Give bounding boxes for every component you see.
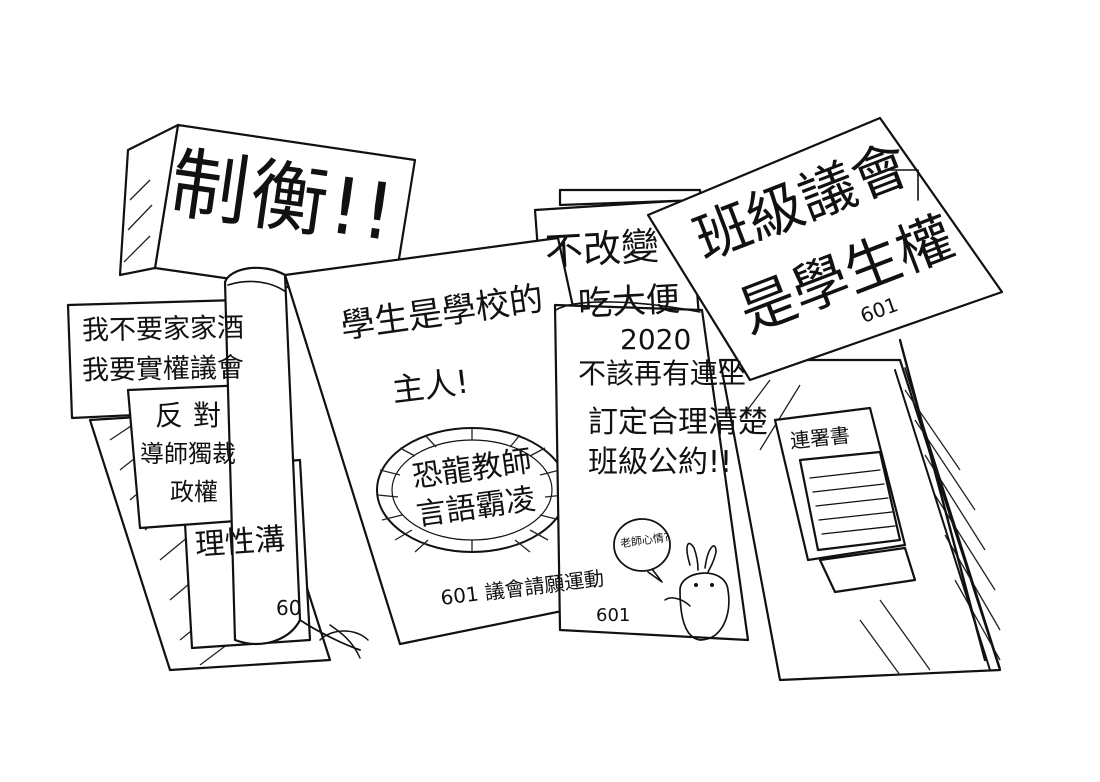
sign-top-right-board <box>646 116 1004 662</box>
center-right-poster-line3: 訂定合理清楚 <box>588 405 768 440</box>
center-right-poster-line1: 2020 <box>620 323 692 356</box>
petition-sheet <box>773 406 917 594</box>
center-scroll <box>223 266 369 659</box>
center-poster-line2: 主人! <box>389 362 471 410</box>
sign-left-bottom-text: 理性溝 <box>193 521 287 564</box>
sign-left-top-line1: 我不要家家酒 <box>81 312 245 347</box>
back-right-poster-line2: 吃大便 <box>577 279 681 325</box>
rabbit-drawing <box>664 542 730 641</box>
center-right-poster-number: 601 <box>596 605 631 626</box>
sign-left-mid-line2: 導師獨裁 <box>140 440 236 468</box>
petition-label: 連署書 <box>788 422 852 454</box>
sign-top-left-board <box>118 123 417 304</box>
back-right-poster-line1: 不改變 <box>543 224 661 274</box>
sign-left-mid-line3: 政權 <box>170 478 218 506</box>
sign-left-top-line2: 我要實權議會 <box>81 352 245 387</box>
sign-left-bottom-number: 60 <box>276 596 302 620</box>
center-right-poster-line2: 不該再有連坐 <box>578 357 747 390</box>
center-right-poster-line4: 班級公約!! <box>588 445 733 480</box>
sign-left-mid-line1: 反對 <box>155 399 232 432</box>
center-right-poster-board <box>553 301 750 642</box>
